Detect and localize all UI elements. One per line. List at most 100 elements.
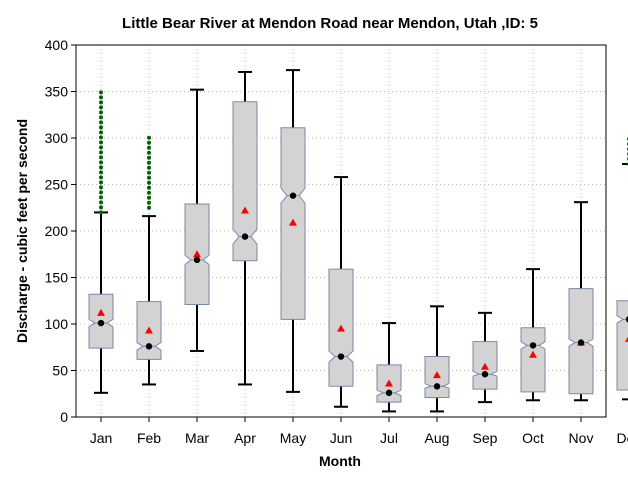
outlier-point	[99, 155, 103, 160]
x-tick-label: Nov	[569, 430, 594, 446]
outlier-point	[99, 160, 103, 165]
mean-marker	[625, 336, 628, 342]
box-apr	[232, 70, 258, 386]
x-tick-label: Feb	[137, 430, 161, 446]
x-tick-label: Mar	[185, 430, 209, 446]
median-point	[577, 339, 585, 346]
outlier-point	[147, 160, 151, 165]
y-tick-label: 250	[45, 177, 69, 193]
box-body	[232, 101, 258, 262]
x-tick-label: Jul	[380, 430, 398, 446]
chart-title: Little Bear River at Mendon Road near Me…	[122, 15, 538, 32]
x-tick-label: Jan	[90, 430, 113, 446]
outlier-point	[99, 205, 103, 210]
outlier-point	[147, 185, 151, 190]
y-tick-label: 300	[45, 130, 69, 146]
x-tick-label: Sep	[473, 430, 498, 446]
box-aug	[424, 305, 450, 413]
y-tick-label: 100	[45, 316, 69, 332]
mean-marker	[97, 308, 105, 316]
outlier-point	[147, 180, 151, 185]
outlier-point	[99, 90, 103, 95]
median-point	[529, 342, 537, 349]
y-tick-label: 400	[45, 37, 69, 53]
outlier-point	[147, 205, 151, 210]
median-point	[625, 316, 628, 323]
x-tick-label: May	[280, 430, 306, 446]
outlier-point	[99, 195, 103, 200]
x-tick-label: Apr	[234, 430, 256, 446]
outlier-point	[147, 195, 151, 200]
median-point	[385, 389, 393, 397]
box-jul	[376, 322, 402, 413]
box-jun	[328, 176, 354, 408]
mean-marker	[529, 350, 537, 358]
box-body	[520, 327, 546, 393]
y-axis-ticks: 0 50 100 150 200 250 300 350 400	[45, 37, 76, 425]
y-tick-label: 50	[52, 363, 68, 379]
outlier-point	[99, 110, 103, 115]
x-axis-label: Month	[319, 453, 361, 469]
mean-marker	[193, 250, 201, 258]
mean-marker	[337, 324, 345, 332]
box-oct	[520, 268, 546, 402]
mean-marker	[289, 218, 297, 226]
mean-marker	[433, 371, 441, 379]
outlier-point	[99, 150, 103, 155]
outlier-point	[99, 185, 103, 190]
outlier-point	[99, 145, 103, 150]
x-axis-ticks: Jan Feb Mar Apr May Jun Jul Aug Sep Oct Nov Dec	[90, 417, 628, 446]
y-tick-label: 0	[60, 409, 68, 425]
outlier-point	[99, 170, 103, 175]
median-point	[145, 343, 153, 350]
median-point	[337, 353, 345, 360]
outlier-point	[147, 145, 151, 150]
outlier-point	[99, 165, 103, 170]
y-tick-label: 150	[45, 270, 69, 286]
median-point	[241, 233, 249, 240]
box-dec	[616, 137, 628, 401]
x-tick-label: Oct	[522, 430, 544, 446]
mean-marker	[241, 206, 249, 214]
box-feb	[136, 135, 162, 386]
outlier-point	[99, 200, 103, 205]
median-point	[97, 319, 105, 327]
box-series	[88, 69, 628, 413]
outlier-point	[99, 120, 103, 125]
y-axis-label: Discharge - cubic feet per second	[14, 119, 30, 343]
x-tick-label: Aug	[425, 430, 450, 446]
box-jan	[88, 90, 114, 394]
outlier-point	[99, 115, 103, 120]
mean-marker	[481, 362, 489, 370]
outlier-point	[147, 175, 151, 180]
box-nov	[568, 201, 594, 402]
y-tick-label: 200	[45, 223, 69, 239]
outlier-point	[147, 140, 151, 145]
outlier-point	[99, 130, 103, 135]
outlier-point	[99, 175, 103, 180]
outlier-point	[99, 105, 103, 110]
outlier-point	[99, 100, 103, 105]
y-tick-label: 350	[45, 84, 69, 100]
outlier-point	[147, 165, 151, 170]
mean-marker	[385, 379, 393, 387]
outlier-point	[147, 200, 151, 205]
outlier-point	[99, 140, 103, 145]
box-mar	[184, 88, 210, 352]
mean-marker	[145, 326, 153, 334]
box-sep	[472, 311, 498, 404]
outlier-point	[99, 180, 103, 185]
outlier-point	[147, 190, 151, 195]
outlier-point	[99, 95, 103, 100]
outlier-point	[99, 210, 103, 215]
outlier-point	[147, 170, 151, 175]
outlier-point	[99, 125, 103, 130]
outlier-point	[99, 135, 103, 140]
median-point	[481, 371, 489, 378]
box-may	[280, 69, 306, 393]
x-tick-label: Dec	[617, 430, 628, 446]
median-point	[289, 192, 297, 199]
median-point	[193, 256, 201, 264]
x-tick-label: Jun	[330, 430, 353, 446]
